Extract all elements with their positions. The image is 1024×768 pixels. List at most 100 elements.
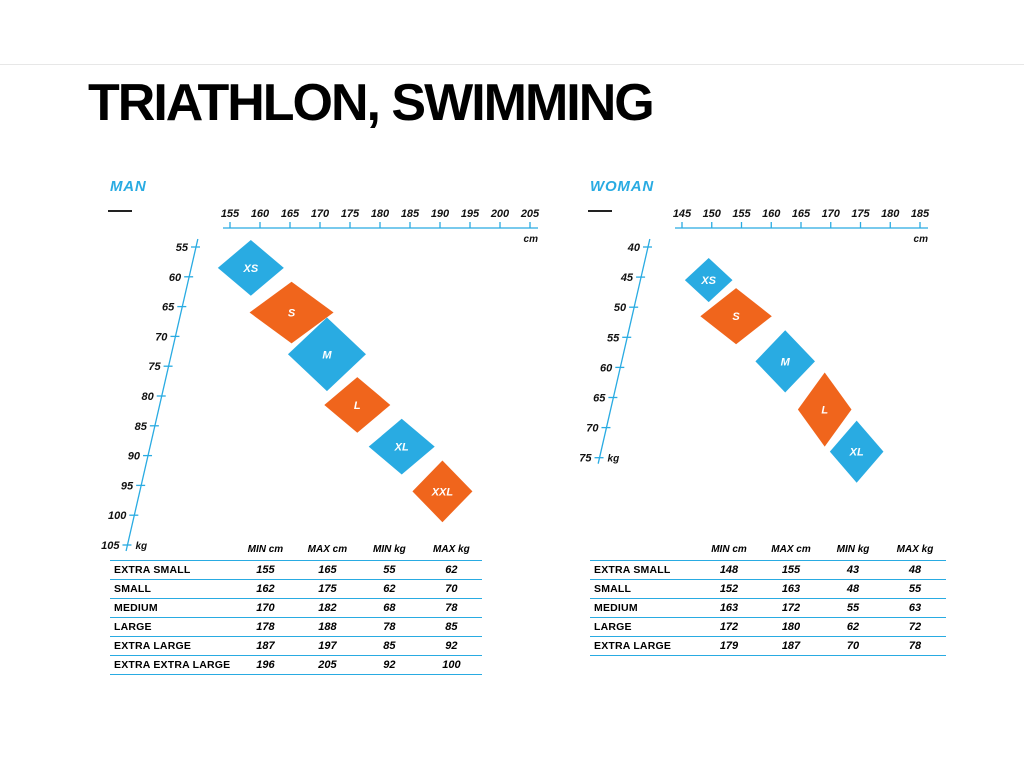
size-table-header-max-cm: MAX cm — [307, 544, 348, 555]
size-table-header-empty — [590, 542, 698, 561]
size-row-label: MEDIUM — [594, 602, 638, 614]
y-axis-tick-label: 65 — [162, 302, 175, 314]
x-axis-tick-label: 205 — [520, 208, 540, 220]
size-value: 175 — [318, 583, 337, 595]
size-diamond-xl — [829, 420, 884, 483]
y-axis-tick-label: 70 — [586, 423, 599, 435]
x-axis-tick-label: 175 — [851, 208, 870, 220]
man-chart-dash — [108, 210, 132, 212]
man-size-table: MIN cm MAX cm MIN kg MAX kg EXTRA SMALL 155 16… — [110, 542, 483, 675]
size-table-header-max-kg: MAX kg — [896, 544, 934, 555]
size-value: 205 — [318, 659, 337, 671]
size-value: 182 — [318, 602, 337, 614]
size-value: 78 — [908, 640, 922, 652]
size-value: 55 — [908, 583, 922, 595]
y-axis-unit-label: kg — [135, 541, 147, 552]
size-row-label: EXTRA EXTRA LARGE — [114, 659, 231, 671]
man-size-chart: 155 160 165 170 175 180 185 190 195 200 205 cm 55 60 6… — [101, 208, 540, 552]
x-axis-unit-label: cm — [914, 234, 929, 245]
woman-chart-title: WOMAN — [590, 178, 654, 195]
y-axis-tick-label: 85 — [135, 421, 148, 433]
size-value: 62 — [846, 621, 860, 633]
size-value: 62 — [383, 583, 396, 595]
size-value: 152 — [719, 583, 739, 595]
size-row-label: MEDIUM — [114, 602, 158, 614]
x-axis-unit-label: cm — [524, 234, 539, 245]
size-value: 196 — [256, 659, 275, 671]
size-diamond-label-l: L — [821, 405, 828, 417]
size-diamond-label-xxl: XXL — [431, 486, 454, 498]
size-value: 170 — [256, 602, 275, 614]
size-row-label: EXTRA SMALL — [114, 564, 191, 576]
y-axis-tick-label: 65 — [593, 393, 606, 405]
size-row-extra-large: EXTRA LARGE 179 187 70 78 — [590, 636, 946, 656]
y-axis-tick-label: 55 — [607, 332, 620, 344]
x-axis-tick-label: 155 — [732, 208, 751, 220]
size-diamond-m — [755, 330, 815, 393]
size-value: 62 — [445, 564, 458, 576]
size-diamond-label-m: M — [322, 349, 332, 361]
y-axis-tick-label: 90 — [128, 451, 141, 463]
size-diamond-xxl — [412, 460, 473, 523]
size-diamond-label-s: S — [732, 311, 740, 323]
size-table-header-min-cm: MIN cm — [247, 544, 284, 555]
size-value: 187 — [256, 640, 275, 652]
y-axis-tick-label: 75 — [148, 361, 161, 373]
size-value: 148 — [719, 564, 739, 576]
size-value: 63 — [908, 602, 922, 614]
size-diamond-m — [287, 317, 366, 392]
y-axis-tick-label: 95 — [121, 480, 134, 492]
size-table-header-min-kg: MIN kg — [373, 544, 406, 555]
y-axis-tick-label: 55 — [176, 242, 189, 254]
size-value: 180 — [781, 621, 801, 633]
y-axis-unit-label: kg — [608, 454, 620, 465]
size-value: 85 — [383, 640, 396, 652]
size-value: 55 — [846, 602, 860, 614]
size-diamond-l — [324, 377, 391, 433]
x-axis-tick-label: 160 — [251, 208, 270, 220]
size-diamond-label-xs: XS — [242, 263, 258, 275]
top-divider-rule — [0, 64, 1024, 65]
x-axis-tick-label: 165 — [281, 208, 300, 220]
x-axis-tick-label: 160 — [762, 208, 781, 220]
size-value: 72 — [908, 621, 922, 633]
size-diamond-label-l: L — [354, 400, 361, 412]
y-axis-tick-label: 80 — [141, 391, 154, 403]
y-axis-tick-label: 50 — [614, 302, 627, 314]
size-value: 55 — [383, 564, 396, 576]
y-axis-tick-label: 60 — [600, 362, 613, 374]
woman-size-chart: 145 150 155 160 165 170 175 180 185 cm 40 45 50 55 60 6… — [579, 208, 930, 483]
size-row-label: SMALL — [114, 583, 152, 595]
size-row-large: LARGE 178 188 78 85 — [110, 617, 483, 637]
size-value: 179 — [719, 640, 739, 652]
size-value: 48 — [846, 583, 860, 595]
size-row-medium: MEDIUM 170 182 68 78 — [110, 598, 483, 618]
size-value: 92 — [383, 659, 396, 671]
woman-size-table: MIN cm MAX cm MIN kg MAX kg EXTRA SMALL 148 15… — [590, 542, 946, 656]
x-axis-tick-label: 190 — [431, 208, 450, 220]
x-axis-tick-label: 170 — [822, 208, 841, 220]
size-table-header-row: MIN cm MAX cm MIN kg MAX kg — [590, 542, 946, 561]
size-table-header-max-cm: MAX cm — [771, 544, 811, 555]
size-value: 163 — [781, 583, 801, 595]
size-table-header-max-kg: MAX kg — [433, 544, 470, 555]
size-value: 188 — [318, 621, 337, 633]
size-value: 78 — [445, 602, 458, 614]
y-axis-line — [125, 238, 199, 552]
size-value: 85 — [445, 621, 458, 633]
x-axis-tick-label: 195 — [461, 208, 480, 220]
size-value: 48 — [908, 564, 922, 576]
size-row-large: LARGE 172 180 62 72 — [590, 617, 946, 637]
x-axis-tick-label: 175 — [341, 208, 360, 220]
size-value: 155 — [781, 564, 801, 576]
size-value: 165 — [318, 564, 337, 576]
x-axis-tick-label: 170 — [311, 208, 330, 220]
x-axis-tick-label: 185 — [911, 208, 930, 220]
size-value: 172 — [719, 621, 739, 633]
size-value: 178 — [256, 621, 275, 633]
size-value: 172 — [781, 602, 801, 614]
x-axis-tick-label: 145 — [673, 208, 692, 220]
size-row-extra-small: EXTRA SMALL 155 165 55 62 — [110, 560, 483, 580]
x-axis-tick-label: 200 — [490, 208, 510, 220]
y-axis-tick-label: 75 — [579, 453, 592, 465]
